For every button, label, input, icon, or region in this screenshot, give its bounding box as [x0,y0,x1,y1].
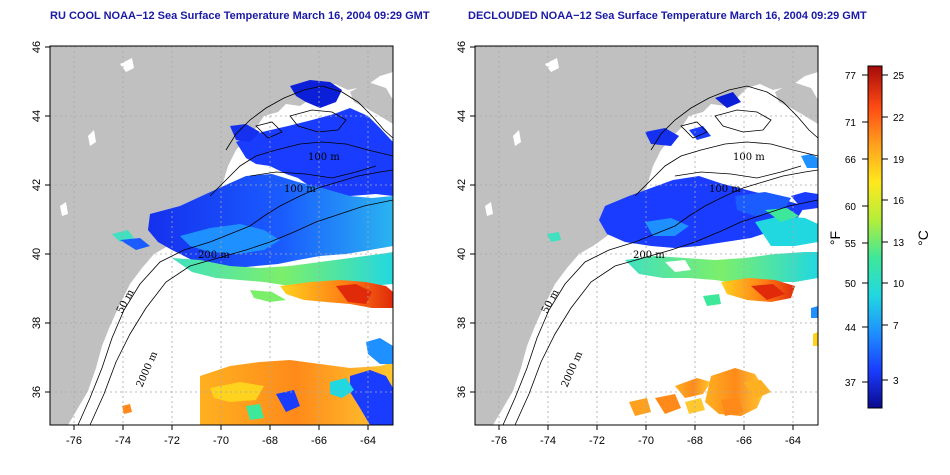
svg-text:38: 38 [456,317,468,329]
svg-text:-66: -66 [311,435,327,447]
colorbar-ticks [862,74,888,383]
svg-text:-70: -70 [213,435,229,447]
svg-text:200 m: 200 m [198,250,230,261]
y-tick-labels: 46 44 42 40 38 36 [456,41,468,398]
land-lake [120,58,134,72]
land-mass [50,46,393,425]
svg-text:100 m: 100 m [733,152,765,163]
y-tick-labels: 46 44 42 40 38 36 [31,41,43,398]
map-title-right: DECLOUDED NOAA−12 Sea Surface Temperatur… [468,10,867,22]
svg-text:3: 3 [893,376,899,387]
svg-text:25: 25 [893,71,905,82]
land-lake [88,130,96,146]
svg-text:60: 60 [845,202,857,213]
x-tick-labels: -76 -74 -72 -70 -68 -66 -64 [491,435,801,447]
svg-text:42: 42 [31,179,43,191]
colorbar-fahrenheit-labels: 77 71 66 60 55 50 44 37 [845,71,857,389]
svg-text:16: 16 [893,196,905,207]
svg-text:77: 77 [845,71,857,82]
svg-text:46: 46 [456,41,468,53]
svg-text:40: 40 [456,248,468,260]
sst-data-left [112,80,393,425]
svg-text:38: 38 [31,317,43,329]
svg-text:36: 36 [456,386,468,398]
nova-scotia-land [350,82,393,124]
svg-text:-72: -72 [589,435,605,447]
colorbar-gradient [867,65,883,409]
svg-text:100 m: 100 m [709,184,741,195]
land-lake [485,202,493,216]
svg-text:22: 22 [893,113,905,124]
svg-text:44: 44 [845,323,857,334]
map-title-left: RU COOL NOAA−12 Sea Surface Temperature … [50,10,430,22]
sst-map-left: 100 m 100 m 200 m 50 m 2000 m -76 -74 -7… [31,41,394,447]
land-lake [513,130,521,146]
svg-text:44: 44 [31,110,43,122]
celsius-unit-label: °C [915,230,931,246]
land-mass [475,46,818,425]
svg-text:100 m: 100 m [308,152,340,163]
sst-map-right: 100 m 100 m 200 m 50 m 2000 m -76 -74 -7… [456,41,819,447]
svg-text:-64: -64 [360,435,376,447]
svg-text:-74: -74 [115,435,131,447]
land-lake [545,58,559,72]
svg-text:42: 42 [456,179,468,191]
svg-text:37: 37 [845,378,857,389]
svg-text:-66: -66 [736,435,752,447]
bathymetry-contours [77,85,394,426]
svg-text:44: 44 [456,110,468,122]
svg-text:55: 55 [845,239,857,250]
nova-scotia-land [775,82,818,124]
svg-text:46: 46 [31,41,43,53]
sst-data-right [547,92,818,416]
svg-text:7: 7 [893,321,899,332]
axis-ticks [470,46,794,430]
svg-text:-68: -68 [687,435,703,447]
svg-text:40: 40 [31,248,43,260]
svg-text:-72: -72 [164,435,180,447]
fahrenheit-unit-label: °F [827,231,843,245]
svg-text:10: 10 [893,279,905,290]
x-tick-labels: -76 -74 -72 -70 -68 -66 -64 [66,435,376,447]
svg-text:-70: -70 [638,435,654,447]
svg-text:100 m: 100 m [284,184,316,195]
land-lake [60,202,68,216]
svg-text:-64: -64 [785,435,801,447]
colorbar-celsius-labels: 25 22 19 16 13 10 7 3 [893,71,905,387]
svg-text:-74: -74 [540,435,556,447]
axis-ticks [45,46,369,430]
svg-text:36: 36 [31,386,43,398]
svg-text:-68: -68 [262,435,278,447]
svg-text:19: 19 [893,155,905,166]
svg-text:-76: -76 [491,435,507,447]
temperature-colorbar: 77 71 66 60 55 50 44 37 25 22 19 16 13 1… [827,65,931,409]
svg-text:66: 66 [845,155,857,166]
svg-text:13: 13 [893,238,905,249]
bathymetry-contours [502,85,819,426]
svg-text:71: 71 [845,118,857,129]
svg-text:200 m: 200 m [633,250,665,261]
svg-text:50: 50 [845,279,857,290]
svg-text:-76: -76 [66,435,82,447]
